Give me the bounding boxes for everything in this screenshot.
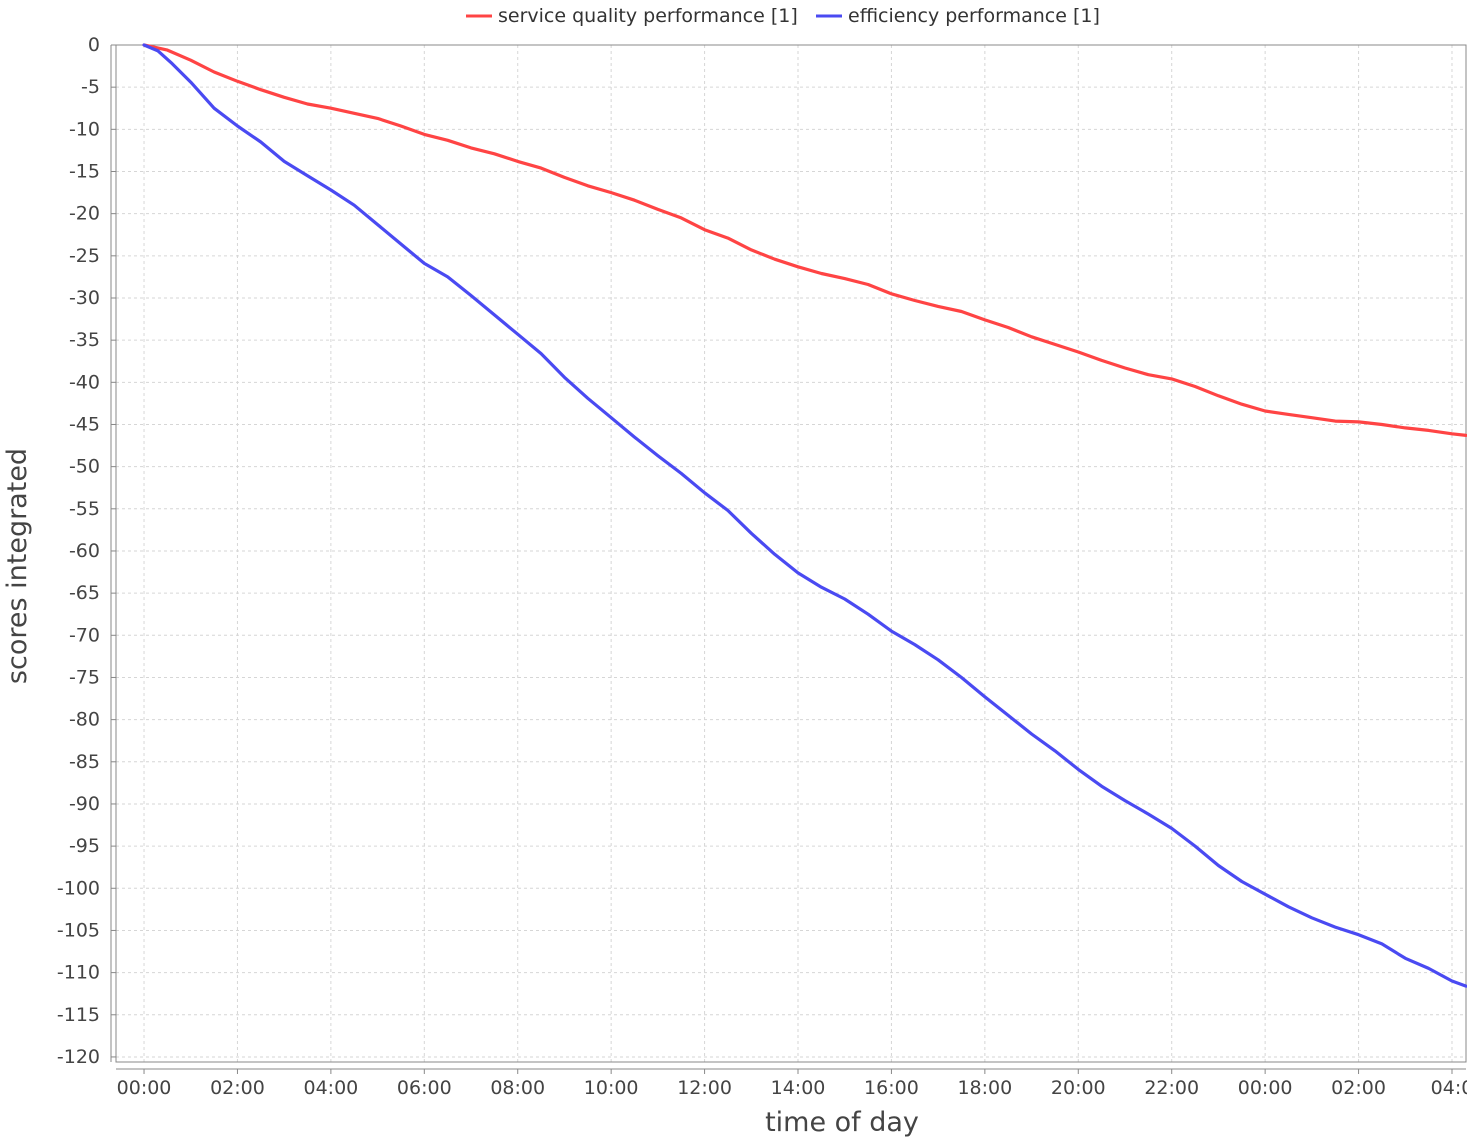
y-axis: 0 -5 -10 -15 -20 -25 -30 -35 -40 -45 -50 -55 -60 -65 -… <box>57 34 116 1068</box>
y-tick-label: -95 <box>69 835 100 857</box>
y-tick-label: -10 <box>69 118 100 140</box>
x-tick-label: 20:00 <box>1051 1077 1106 1099</box>
y-tick-label: -30 <box>69 287 100 309</box>
y-tick-label: -110 <box>57 962 100 984</box>
x-axis-title: time of day <box>765 1107 919 1138</box>
legend: service quality performance [1] efficien… <box>466 5 1100 27</box>
series-layer <box>142 43 1467 988</box>
y-tick-label: -15 <box>69 160 100 182</box>
x-tick-label: 04:00 <box>303 1077 358 1099</box>
y-tick-label: -45 <box>69 413 100 435</box>
y-tick-label: -50 <box>69 456 100 478</box>
y-tick-label: -85 <box>69 751 100 773</box>
legend-label-efficiency: efficiency performance [1] <box>848 5 1100 27</box>
legend-label-service-quality: service quality performance [1] <box>498 5 798 27</box>
x-tick-label: 02:00 <box>1331 1077 1386 1099</box>
y-tick-label: -40 <box>69 371 100 393</box>
y-tick-label: -75 <box>69 666 100 688</box>
x-tick-label: 14:00 <box>771 1077 826 1099</box>
x-tick-label: 08:00 <box>490 1077 545 1099</box>
x-tick-label: 06:00 <box>397 1077 452 1099</box>
y-axis-title: scores integrated <box>2 448 33 684</box>
y-tick-label: -5 <box>81 76 100 98</box>
y-tick-label: -70 <box>69 624 100 646</box>
y-tick-label: -55 <box>69 498 100 520</box>
y-tick-label: -80 <box>69 709 100 731</box>
plot-area <box>115 44 1467 1063</box>
y-tick-label: -100 <box>57 877 100 899</box>
series-line-service-quality <box>142 43 1467 437</box>
x-tick-label: 18:00 <box>957 1077 1012 1099</box>
y-tick-label: 0 <box>88 34 100 56</box>
x-tick-label: 12:00 <box>677 1077 732 1099</box>
y-tick-label: -65 <box>69 582 100 604</box>
y-tick-label: -120 <box>57 1046 100 1068</box>
y-tick-label: -60 <box>69 540 100 562</box>
y-tick-label: -25 <box>69 245 100 267</box>
series-line-efficiency <box>142 43 1467 988</box>
x-tick-label: 22:00 <box>1144 1077 1199 1099</box>
x-tick-label: 04:0 <box>1431 1077 1467 1099</box>
y-tick-label: -105 <box>57 919 100 941</box>
x-tick-label: 16:00 <box>864 1077 919 1099</box>
x-axis: 00:00 02:00 04:00 06:00 08:00 10:00 12:00 14:00… <box>116 1068 1467 1099</box>
y-tick-label: -35 <box>69 329 100 351</box>
y-tick-label: -115 <box>57 1004 100 1026</box>
x-tick-label: 10:00 <box>584 1077 639 1099</box>
y-tick-label: -90 <box>69 793 100 815</box>
x-tick-label: 00:00 <box>117 1077 172 1099</box>
x-tick-label: 02:00 <box>210 1077 265 1099</box>
y-tick-label: -20 <box>69 203 100 225</box>
x-tick-label: 00:00 <box>1238 1077 1293 1099</box>
grid <box>116 44 1466 1062</box>
